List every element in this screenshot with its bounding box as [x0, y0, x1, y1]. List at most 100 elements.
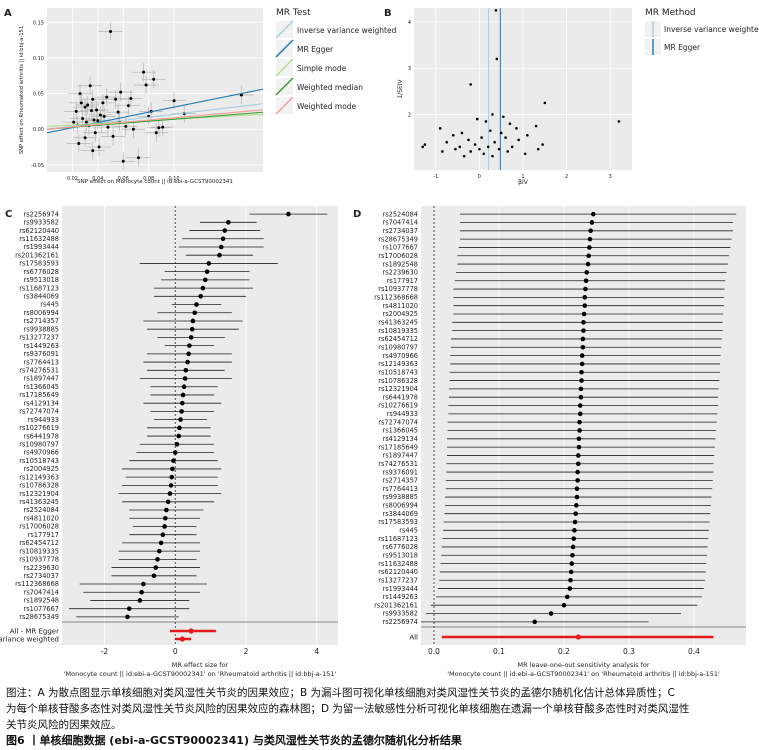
snp-label: rs2239630 — [382, 269, 418, 277]
legend-label: MR Egger — [664, 43, 701, 52]
effect-point — [189, 326, 195, 332]
snp-label: rs17006028 — [378, 252, 418, 260]
data-point — [475, 117, 479, 121]
snp-label: rs1077667 — [23, 605, 59, 613]
figure-caption: 图注：A 为散点图显示单核细胞对类风湿性关节炎的因果效应；B 为漏斗图可视化单核… — [6, 685, 754, 733]
effect-point — [581, 311, 587, 317]
effect-point — [570, 552, 575, 558]
data-point — [423, 143, 427, 146]
data-point — [491, 154, 494, 158]
data-point — [78, 92, 82, 96]
effect-point — [586, 253, 591, 259]
effect-point — [160, 532, 166, 537]
y-tick-label: 0.15 — [33, 20, 44, 26]
snp-label: rs11687123 — [19, 284, 59, 292]
panel-letter: A — [4, 8, 12, 19]
snp-label: rs10786328 — [19, 482, 59, 490]
caption-line: 为每个单核苷酸多态性对类风湿性关节炎风险的因果效应的森林图；D 为留一法敏感性分… — [6, 703, 690, 715]
effect-point — [220, 236, 226, 242]
snp-label: rs7047414 — [23, 588, 59, 596]
data-point — [484, 120, 488, 123]
data-point — [114, 97, 118, 101]
summary-point — [179, 636, 185, 642]
effect-point — [137, 598, 143, 603]
effect-point — [568, 577, 573, 583]
effect-point — [155, 557, 160, 562]
snp-label: rs6776028 — [382, 543, 418, 551]
legend-label: Inverse variance weighted — [664, 25, 759, 34]
legend-label: Simple mode — [297, 64, 347, 73]
snp-label: rs62454712 — [19, 539, 59, 547]
x-axis-label: 'Monocyte count || id:ebi-a-GCST90002341… — [447, 670, 720, 678]
effect-point — [577, 411, 583, 417]
effect-point — [579, 353, 585, 358]
effect-point — [568, 569, 574, 575]
snp-label: rs9376091 — [23, 350, 59, 358]
data-point — [541, 143, 544, 146]
data-point — [517, 138, 520, 142]
plot-background — [47, 8, 263, 172]
effect-point — [579, 369, 584, 375]
effect-point — [579, 361, 585, 367]
caption-line: 图注：A 为散点图显示单核细胞对类风湿性关节炎的因果效应；B 为漏斗图可视化单核… — [6, 687, 675, 699]
snp-label: rs7764413 — [382, 485, 418, 493]
snp-label: rs28675349 — [378, 235, 418, 243]
effect-point — [581, 328, 586, 333]
data-point — [102, 114, 106, 118]
snp-label: rs944933 — [387, 410, 418, 418]
x-axis-label: SNP effect on Monocyte count || id:ebi-a… — [77, 179, 233, 185]
effect-point — [200, 285, 206, 291]
x-axis-label: βIV — [518, 179, 529, 186]
snp-label: rs1077667 — [382, 244, 418, 252]
snp-label: rs10276619 — [378, 402, 418, 410]
plot-background — [421, 206, 746, 645]
snp-label: rs944933 — [28, 416, 59, 424]
data-point — [534, 124, 538, 128]
snp-label: rs4811020 — [382, 302, 418, 310]
snp-label: rs17006028 — [19, 523, 59, 531]
snp-label: rs445 — [399, 527, 418, 535]
effect-point — [164, 507, 169, 513]
data-point — [515, 127, 518, 130]
data-point — [458, 145, 462, 149]
y-axis-label: SNP effect on Rheumatoid arthritis || id… — [19, 26, 25, 154]
snp-label: rs12149363 — [19, 473, 59, 481]
snp-label: rs12321904 — [378, 385, 418, 393]
regression-line — [46, 109, 264, 130]
x-tick-label: 4 — [314, 647, 319, 656]
x-tick-label: 0.4 — [688, 647, 700, 656]
effect-point — [183, 367, 189, 373]
effect-point — [190, 318, 196, 324]
legend-swatch — [275, 96, 294, 115]
effect-point — [174, 441, 180, 447]
snp-label: rs7764413 — [23, 358, 59, 366]
data-point — [77, 141, 81, 145]
snp-label: rs4970966 — [23, 449, 59, 457]
snp-label: rs1892548 — [382, 260, 418, 268]
data-point — [126, 104, 130, 108]
data-point — [152, 77, 156, 81]
data-point — [91, 97, 95, 101]
effect-point — [169, 474, 174, 480]
data-point — [83, 136, 87, 140]
snp-label: rs10276619 — [19, 424, 59, 432]
snp-label: rs62120440 — [19, 227, 59, 235]
snp-label: rs1993444 — [23, 243, 59, 251]
snp-label: rs2256974 — [382, 618, 418, 626]
data-point — [84, 120, 88, 124]
data-point — [111, 134, 115, 138]
data-point — [86, 103, 90, 107]
data-point — [497, 147, 501, 151]
data-point — [157, 126, 161, 130]
legend-label: Weighted mode — [297, 102, 357, 111]
x-tick-label: 3 — [609, 174, 612, 180]
data-point — [144, 83, 148, 87]
x-tick-label: 0.1 — [493, 647, 505, 656]
snp-label: rs201362161 — [15, 251, 59, 259]
y-tick-label: -0.05 — [31, 163, 44, 169]
data-point — [172, 99, 176, 103]
data-point — [480, 136, 483, 139]
effect-point — [168, 483, 174, 488]
snp-label: rs10980797 — [378, 343, 418, 351]
effect-point — [584, 270, 590, 275]
